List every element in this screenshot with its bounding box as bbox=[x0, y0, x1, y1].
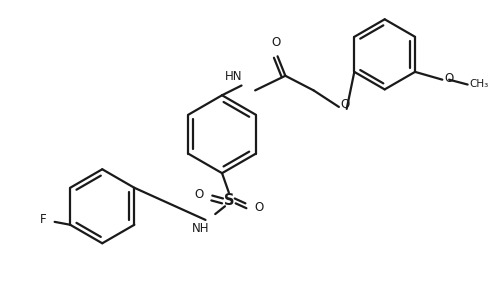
Text: O: O bbox=[340, 99, 349, 112]
Text: F: F bbox=[40, 213, 47, 226]
Text: O: O bbox=[444, 72, 452, 85]
Text: O: O bbox=[270, 36, 280, 49]
Text: NH: NH bbox=[191, 222, 209, 235]
Text: CH₃: CH₃ bbox=[468, 79, 488, 89]
Text: S: S bbox=[223, 193, 234, 208]
Text: O: O bbox=[194, 188, 203, 201]
Text: O: O bbox=[254, 201, 263, 214]
Text: HN: HN bbox=[224, 70, 242, 83]
